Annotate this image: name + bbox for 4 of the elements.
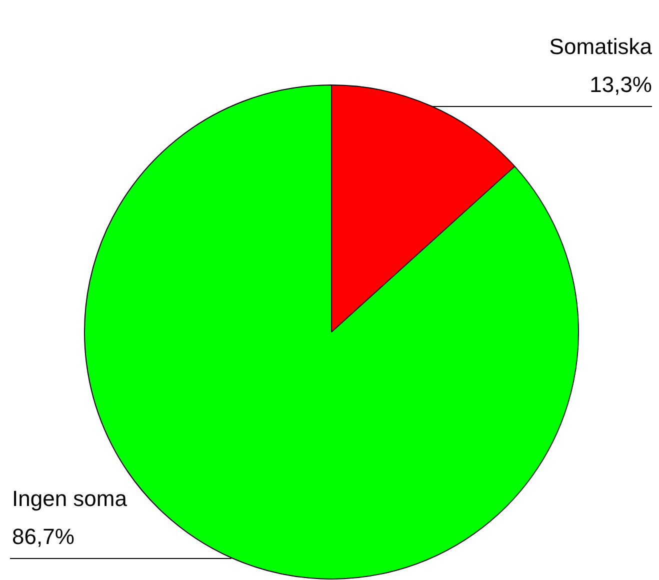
data-label: 13,3% <box>590 72 652 98</box>
slice-label: Somatiska <box>549 34 653 60</box>
slice-label: Ingen soma <box>12 486 128 511</box>
data-label: 86,7% <box>12 524 74 549</box>
